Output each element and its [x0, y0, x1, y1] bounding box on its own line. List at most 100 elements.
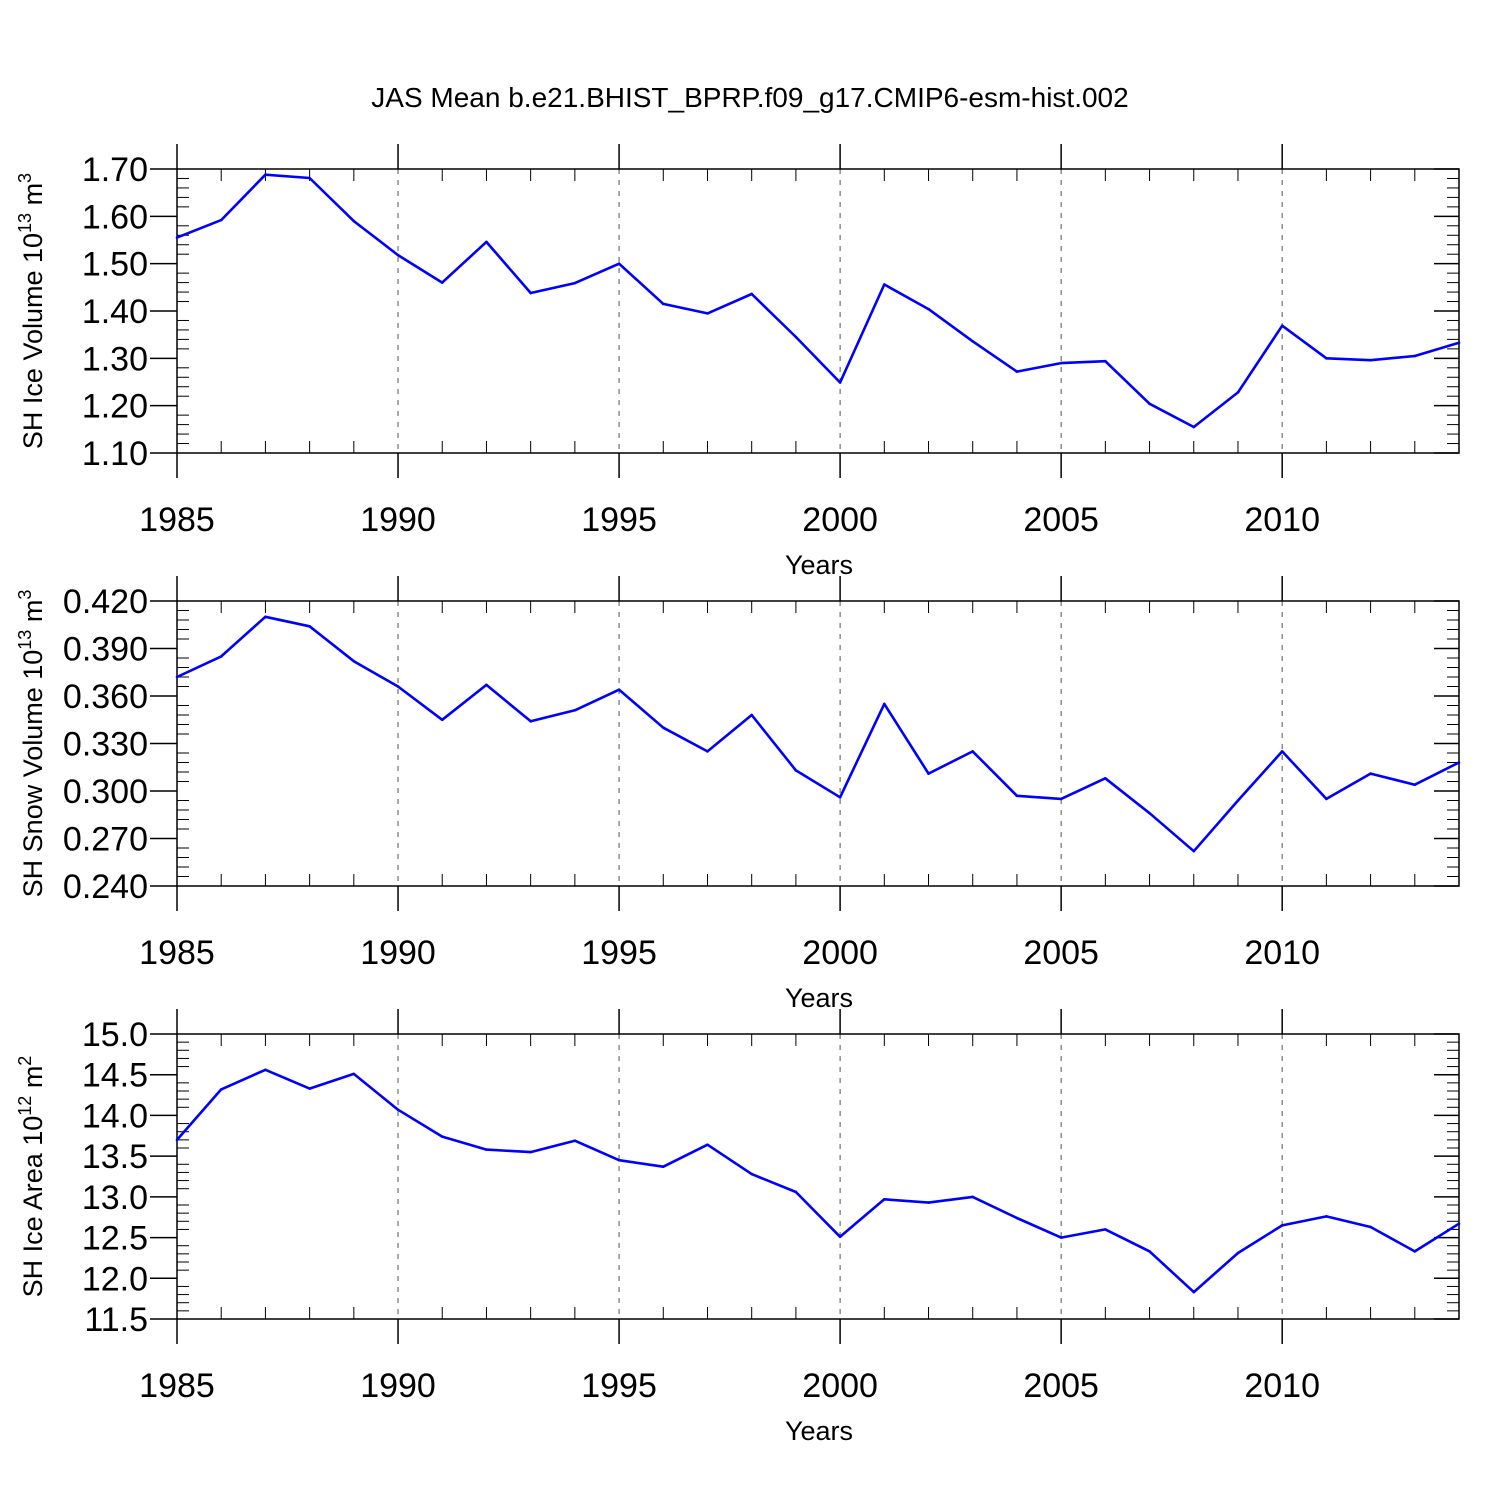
y-tick-label: 0.300 — [63, 773, 148, 811]
data-point — [1104, 777, 1107, 780]
data-point — [396, 253, 400, 257]
chart-panel-3: 1985 1990 1995 2000 2005 2010 Years 11.512.012.… — [15, 1009, 1461, 1446]
y-axis-label-unit: m — [18, 1066, 48, 1096]
y-tick-label: 1.50 — [82, 246, 148, 284]
data-point — [661, 726, 665, 729]
x-axis-label: Years — [785, 550, 853, 580]
data-point — [308, 176, 311, 180]
data-point — [883, 1198, 886, 1201]
data-point — [1192, 425, 1196, 429]
y-tick-label: 0.240 — [63, 868, 148, 906]
data-point — [1280, 324, 1284, 327]
data-point — [529, 720, 532, 723]
data-point — [927, 1201, 930, 1204]
x-tick-label: 2005 — [1023, 501, 1099, 539]
y-axis-label-unit-exponent: 2 — [15, 1056, 35, 1066]
data-point — [1325, 357, 1328, 360]
y-tick-label: 0.270 — [63, 821, 148, 859]
x-tick-label: 2000 — [802, 934, 878, 972]
data-point — [1369, 772, 1372, 775]
data-point — [352, 219, 356, 223]
x-tick-label: 2005 — [1023, 934, 1099, 972]
data-point — [883, 283, 886, 286]
data-point — [706, 750, 709, 753]
plot-frame — [176, 168, 1460, 454]
data-point — [1148, 1250, 1151, 1253]
data-point — [750, 713, 753, 717]
data-point — [1457, 1222, 1461, 1226]
y-tick-label: 14.5 — [82, 1057, 148, 1095]
data-point — [661, 302, 665, 306]
x-tick-label: 2005 — [1023, 1367, 1099, 1405]
data-point — [264, 615, 267, 619]
data-point — [838, 796, 842, 799]
data-point — [573, 281, 577, 285]
y-tick-label: 15.0 — [82, 1016, 148, 1054]
data-point — [1059, 797, 1063, 801]
y-axis-label-unit: m — [18, 183, 48, 213]
data-point — [264, 1068, 267, 1072]
x-tick-label: 2010 — [1244, 1367, 1320, 1405]
data-point — [1457, 341, 1461, 345]
y-axis-label: SH Snow Volume 1013 m3 — [15, 590, 48, 898]
y-axis-label-text: SH Snow Volume 10 — [18, 650, 48, 898]
data-point — [750, 292, 753, 296]
chart-panel-1: 1985 1990 1995 2000 2005 2010 Years 1.10 1.20 1.3… — [15, 144, 1461, 580]
data-point — [1104, 359, 1107, 363]
data-point — [1280, 750, 1284, 753]
data-point — [1015, 794, 1019, 798]
data-point — [1015, 1216, 1019, 1220]
data-point — [175, 1138, 179, 1142]
data-point — [175, 236, 179, 239]
data-point — [529, 1150, 532, 1154]
y-tick-label: 1.20 — [82, 388, 148, 426]
chart-panel-2: 1985 1990 1995 2000 2005 2010 Years 0.240 0.270 0… — [15, 576, 1461, 1013]
data-point — [175, 675, 179, 679]
data-point — [396, 1108, 400, 1112]
y-tick-label: 0.330 — [63, 726, 148, 764]
data-point — [219, 655, 223, 658]
data-point — [927, 772, 930, 775]
data-point — [352, 1072, 356, 1076]
y-tick-label: 1.60 — [82, 198, 148, 236]
data-point — [971, 339, 975, 343]
data-point — [219, 1088, 223, 1091]
data-point — [838, 381, 842, 384]
data-point — [1325, 1215, 1328, 1218]
x-tick-label: 1990 — [360, 934, 436, 972]
data-point — [485, 683, 488, 687]
x-tick-label: 1995 — [581, 501, 657, 539]
data-point — [661, 1165, 665, 1169]
data-point — [1015, 370, 1019, 373]
data-point — [396, 685, 400, 688]
data-point — [1192, 849, 1196, 853]
y-axis-label-exponent: 12 — [15, 1096, 35, 1116]
y-axis-label-unit-exponent: 3 — [15, 173, 35, 183]
series-line — [176, 615, 1460, 853]
y-tick-label: 0.390 — [63, 631, 148, 669]
series-line — [176, 1068, 1460, 1294]
y-tick-label: 12.5 — [82, 1220, 148, 1258]
y-axis-label-text: SH Ice Area 10 — [18, 1116, 48, 1298]
data-point — [883, 702, 886, 706]
y-tick-label: 0.360 — [63, 678, 148, 716]
data-point — [794, 1190, 798, 1194]
data-point — [219, 218, 223, 222]
data-point — [440, 281, 444, 284]
x-tick-label: 2000 — [802, 501, 878, 539]
data-point — [1148, 402, 1151, 406]
x-axis-label: Years — [785, 1416, 853, 1446]
data-point — [1280, 1224, 1284, 1227]
data-point — [440, 1135, 444, 1138]
data-point — [971, 1195, 975, 1199]
y-axis-label-exponent: 13 — [15, 630, 35, 650]
data-point — [1236, 799, 1240, 802]
data-point — [1236, 1251, 1240, 1255]
x-tick-label: 2010 — [1244, 934, 1320, 972]
plot-frame — [176, 600, 1460, 887]
data-point — [1413, 783, 1417, 786]
y-axis-label-unit: m — [18, 600, 48, 630]
data-point — [308, 625, 311, 628]
y-tick-label: 1.70 — [82, 151, 148, 189]
